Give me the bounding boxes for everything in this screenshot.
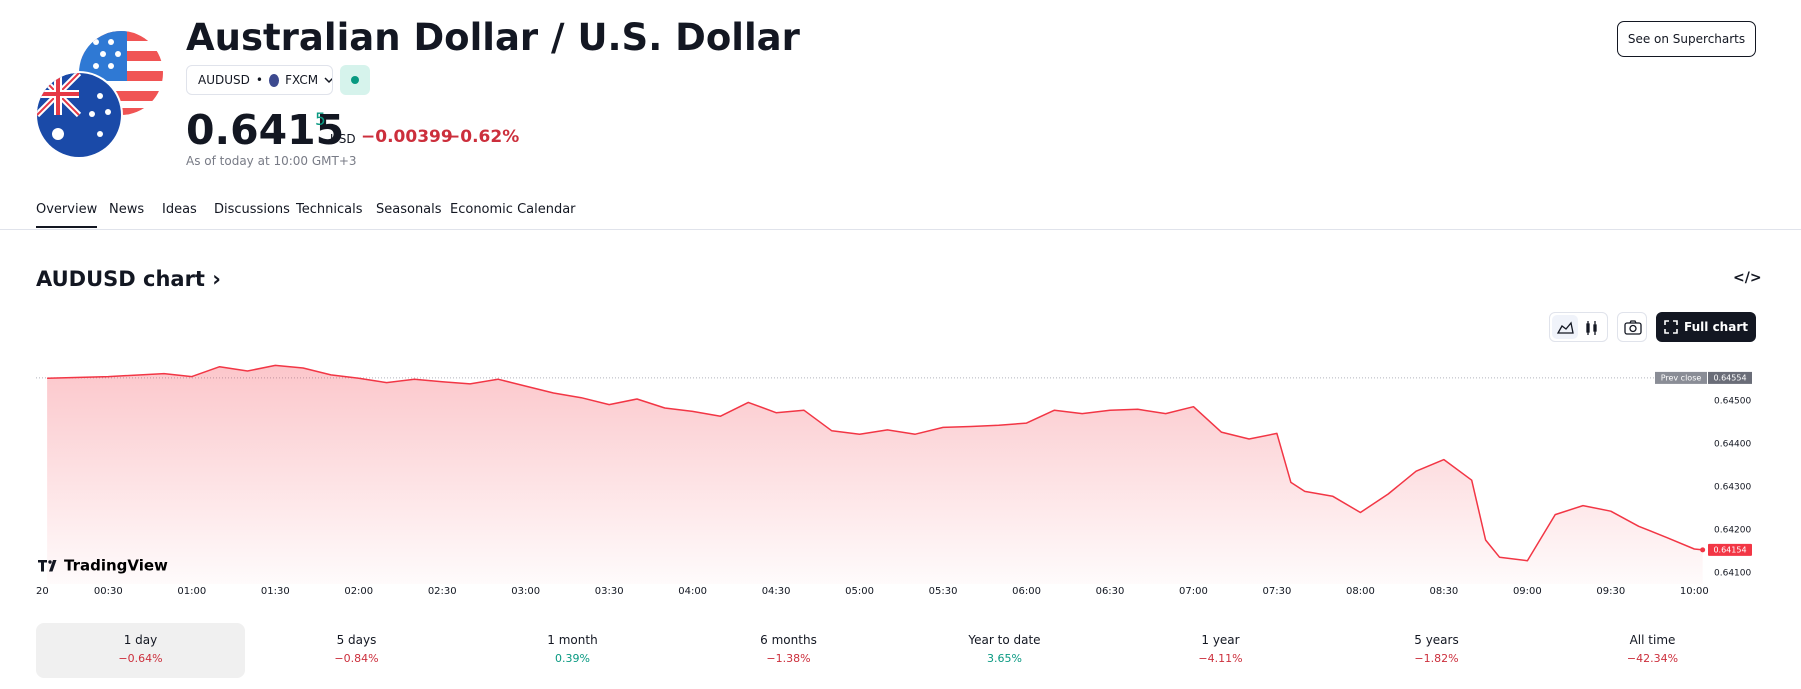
x-tick-label: 02:00	[344, 586, 373, 597]
x-tick-label: 01:00	[177, 586, 206, 597]
title: Australian Dollar / U.S. Dollar	[186, 16, 800, 59]
exchange: FXCM	[285, 73, 319, 87]
performance-period[interactable]: 1 year −4.11%	[1116, 623, 1325, 678]
prev-close-label: Prev close	[1661, 373, 1702, 382]
x-tick-label: 09:00	[1513, 586, 1542, 597]
performance-period[interactable]: Year to date 3.65%	[900, 623, 1109, 678]
x-tick-label: 00:30	[94, 586, 123, 597]
performance-period[interactable]: 1 day −0.64%	[36, 623, 245, 678]
x-tick-label: 03:30	[595, 586, 624, 597]
tab[interactable]: Discussions	[214, 202, 290, 217]
brand-name: TradingView	[64, 557, 168, 575]
last-point	[1700, 547, 1706, 553]
period-change: −0.84%	[334, 652, 379, 665]
separator: •	[255, 73, 263, 87]
snapshot-button[interactable]	[1617, 312, 1647, 342]
performance-period[interactable]: 1 month 0.39%	[468, 623, 677, 678]
x-tick-label: 07:00	[1179, 586, 1208, 597]
period-label: 1 day	[123, 633, 158, 647]
prev-close-value: 0.64554	[1713, 373, 1746, 382]
period-change: −42.34%	[1626, 652, 1679, 665]
period-change: −1.82%	[1414, 652, 1459, 665]
period-change: −0.64%	[118, 652, 163, 665]
tab[interactable]: Technicals	[296, 202, 363, 217]
full-chart-label: Full chart	[1684, 320, 1748, 334]
exchange-icon	[268, 73, 280, 87]
last-price-label: 0.64154	[1713, 545, 1746, 554]
symbol-selector[interactable]: AUDUSD • FXCM	[186, 65, 333, 95]
chart-style-toggle[interactable]	[1549, 312, 1608, 342]
section-title[interactable]: AUDUSD chart ›	[36, 267, 221, 291]
y-tick-label: 0.64300	[1714, 483, 1751, 493]
y-tick-label: 0.64500	[1714, 397, 1751, 407]
period-label: 1 month	[547, 633, 598, 647]
x-tick-label: 01:30	[261, 586, 290, 597]
currency: USD	[330, 132, 356, 146]
x-tick-label: 06:00	[1012, 586, 1041, 597]
period-change: −1.38%	[766, 652, 811, 665]
expand-icon	[1664, 320, 1678, 334]
y-tick-label: 0.64100	[1714, 569, 1751, 579]
market-status	[340, 65, 370, 95]
x-tick-label: 06:30	[1096, 586, 1125, 597]
price-last-digit: 5	[315, 110, 326, 130]
period-change: −4.11%	[1198, 652, 1243, 665]
x-tick-label: 05:00	[845, 586, 874, 597]
prev-close-box	[1655, 371, 1707, 384]
tab[interactable]: Seasonals	[376, 202, 442, 217]
timestamp: As of today at 10:00 GMT+3	[186, 154, 357, 168]
area-fill	[47, 365, 1703, 584]
performance-period[interactable]: 6 months −1.38%	[684, 623, 893, 678]
price-line	[47, 364, 1703, 562]
tab[interactable]: Economic Calendar	[450, 202, 576, 217]
period-change: 0.39%	[555, 652, 590, 665]
embed-button[interactable]: </>	[1733, 270, 1762, 286]
period-label: 1 year	[1201, 633, 1240, 647]
full-chart-button[interactable]: Full chart	[1656, 312, 1756, 342]
performance-period[interactable]: 5 days −0.84%	[252, 623, 461, 678]
x-tick-label: 02:30	[428, 586, 457, 597]
x-tick-label: 09:30	[1596, 586, 1625, 597]
brand: TradingView	[38, 557, 168, 575]
x-tick-label: 04:30	[762, 586, 791, 597]
period-label: 6 months	[760, 633, 817, 647]
supercharts-button[interactable]: See on Supercharts	[1617, 21, 1756, 57]
prev-close-value-box	[1708, 371, 1752, 384]
x-tick-label: 08:00	[1346, 586, 1375, 597]
period-change: 3.65%	[987, 652, 1022, 665]
y-tick-label: 0.64400	[1714, 440, 1751, 450]
x-tick-label: 07:30	[1263, 586, 1292, 597]
x-tick-label: 08:30	[1429, 586, 1458, 597]
symbol: AUDUSD	[198, 73, 250, 87]
tab[interactable]: Overview	[36, 202, 98, 228]
camera-icon	[1624, 320, 1642, 335]
x-tick-label: 03:00	[511, 586, 540, 597]
chart-style-icons	[1552, 315, 1597, 339]
tabs: Overview News Ideas Discussions Technicals Se…	[0, 202, 1801, 230]
chevron	[324, 77, 332, 84]
period-label: 5 years	[1414, 633, 1459, 647]
chart: 0.64100 0.64200 0.64300 0.64400 0.64500 20 00:…	[24, 364, 1752, 597]
price: 0.6415	[186, 106, 345, 154]
y-tick-label: 0.64200	[1714, 526, 1751, 536]
period-label: 5 days	[336, 633, 377, 647]
performance: 1 day −0.64% 5 days −0.84% 1 month 0.39% 6 mon…	[36, 623, 1756, 678]
performance-period[interactable]: All time −42.34%	[1548, 623, 1757, 678]
x-tick-label: 04:00	[678, 586, 707, 597]
period-label: All time	[1629, 633, 1676, 647]
x-tick-label: 20	[36, 586, 49, 597]
tab[interactable]: News	[109, 202, 145, 217]
section-title-text: AUDUSD chart	[36, 267, 205, 291]
last-price-box	[1708, 543, 1752, 556]
change-percent: −0.62%	[446, 127, 520, 147]
performance-period[interactable]: 5 years −1.82%	[1332, 623, 1541, 678]
change: −0.00399	[361, 127, 453, 147]
x-tick-label: 10:00	[1680, 586, 1709, 597]
period-label: Year to date	[968, 633, 1041, 647]
tab[interactable]: Ideas	[162, 202, 197, 217]
x-tick-label: 05:30	[929, 586, 958, 597]
flags	[36, 31, 163, 159]
